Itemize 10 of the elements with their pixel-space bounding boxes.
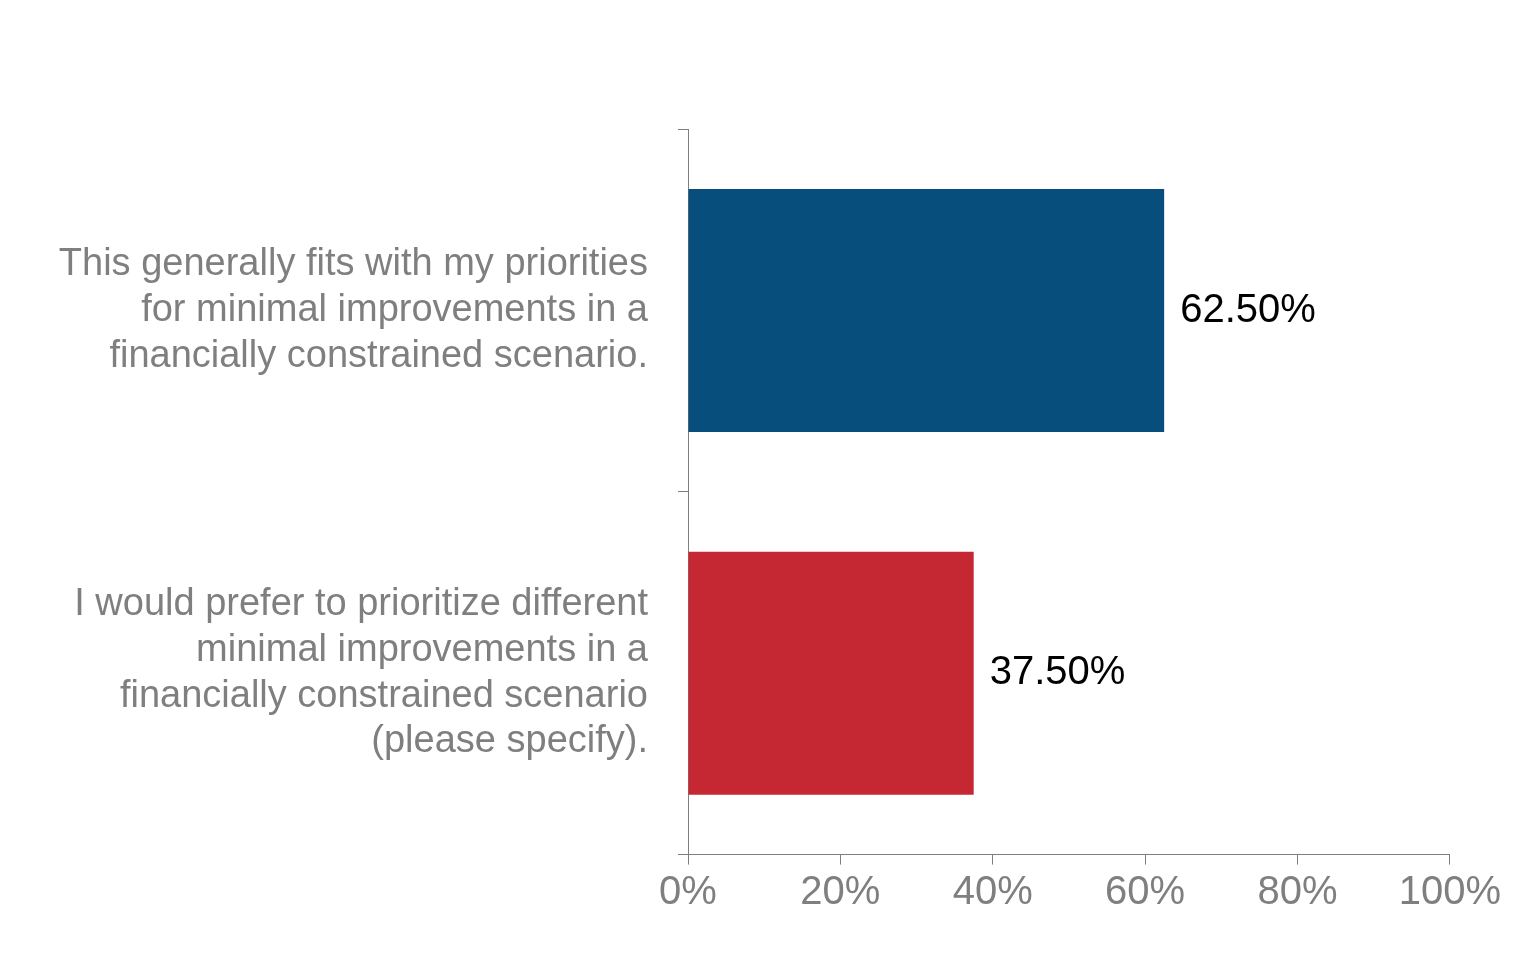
x-tick-label: 40% (952, 867, 1033, 912)
y-tick-label: I would prefer to prioritize different minimal improvements in a financially constrained scenario (please specify). (74, 581, 649, 761)
x-tick-label: 0% (659, 867, 717, 912)
x-tick-label: 80% (1257, 867, 1338, 912)
data-label: 62.50% (1180, 285, 1316, 330)
y-tick-label: This generally fits with my priorities for minimal improvements in a financially constrained scenario. (58, 241, 649, 375)
x-tick-label: 60% (1105, 867, 1186, 912)
x-tick-label: 100% (1398, 867, 1501, 912)
x-tick-label: 20% (800, 867, 881, 912)
data-label: 37.50% (989, 648, 1126, 693)
